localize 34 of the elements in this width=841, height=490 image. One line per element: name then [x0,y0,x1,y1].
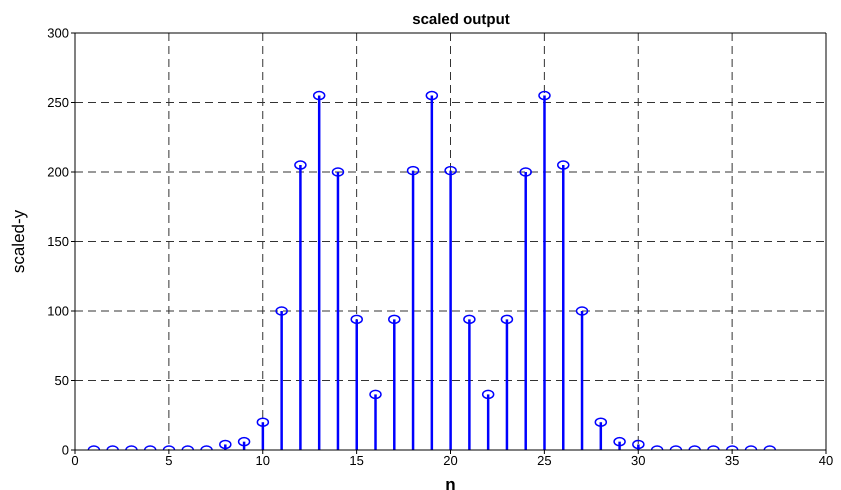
x-tick-label: 0 [71,453,79,468]
x-tick-label: 30 [631,453,646,468]
x-tick-label: 25 [537,453,552,468]
y-tick-label: 200 [47,164,69,180]
x-axis-title: n [445,475,456,490]
point [519,167,532,177]
y-tick-label: 0 [62,442,69,458]
x-tick-label: 10 [256,453,270,468]
y-tick-label: 300 [47,26,69,41]
point [388,314,401,324]
y-tick-label: 250 [47,95,69,110]
y-tick-label: 100 [47,304,69,319]
point [576,306,588,316]
point [500,314,514,324]
point [426,90,438,100]
x-tick-label: 40 [818,453,834,468]
point [444,166,457,176]
x-tick-label: 15 [349,453,364,468]
x-tick-label: 20 [443,453,458,468]
x-tick-label: 35 [724,453,740,468]
point [406,166,420,176]
x-tick-label: 5 [165,453,172,468]
point [312,90,326,100]
y-tick-label: 50 [54,373,69,388]
point [350,314,363,324]
point [332,167,344,177]
y-tick-label: 150 [47,234,69,250]
point [275,306,288,316]
chart-title: scaled output [412,11,510,28]
point [538,90,551,100]
y-axis-title: scaled-y [9,209,28,274]
point [557,160,570,170]
point [463,314,476,324]
point [294,160,307,170]
